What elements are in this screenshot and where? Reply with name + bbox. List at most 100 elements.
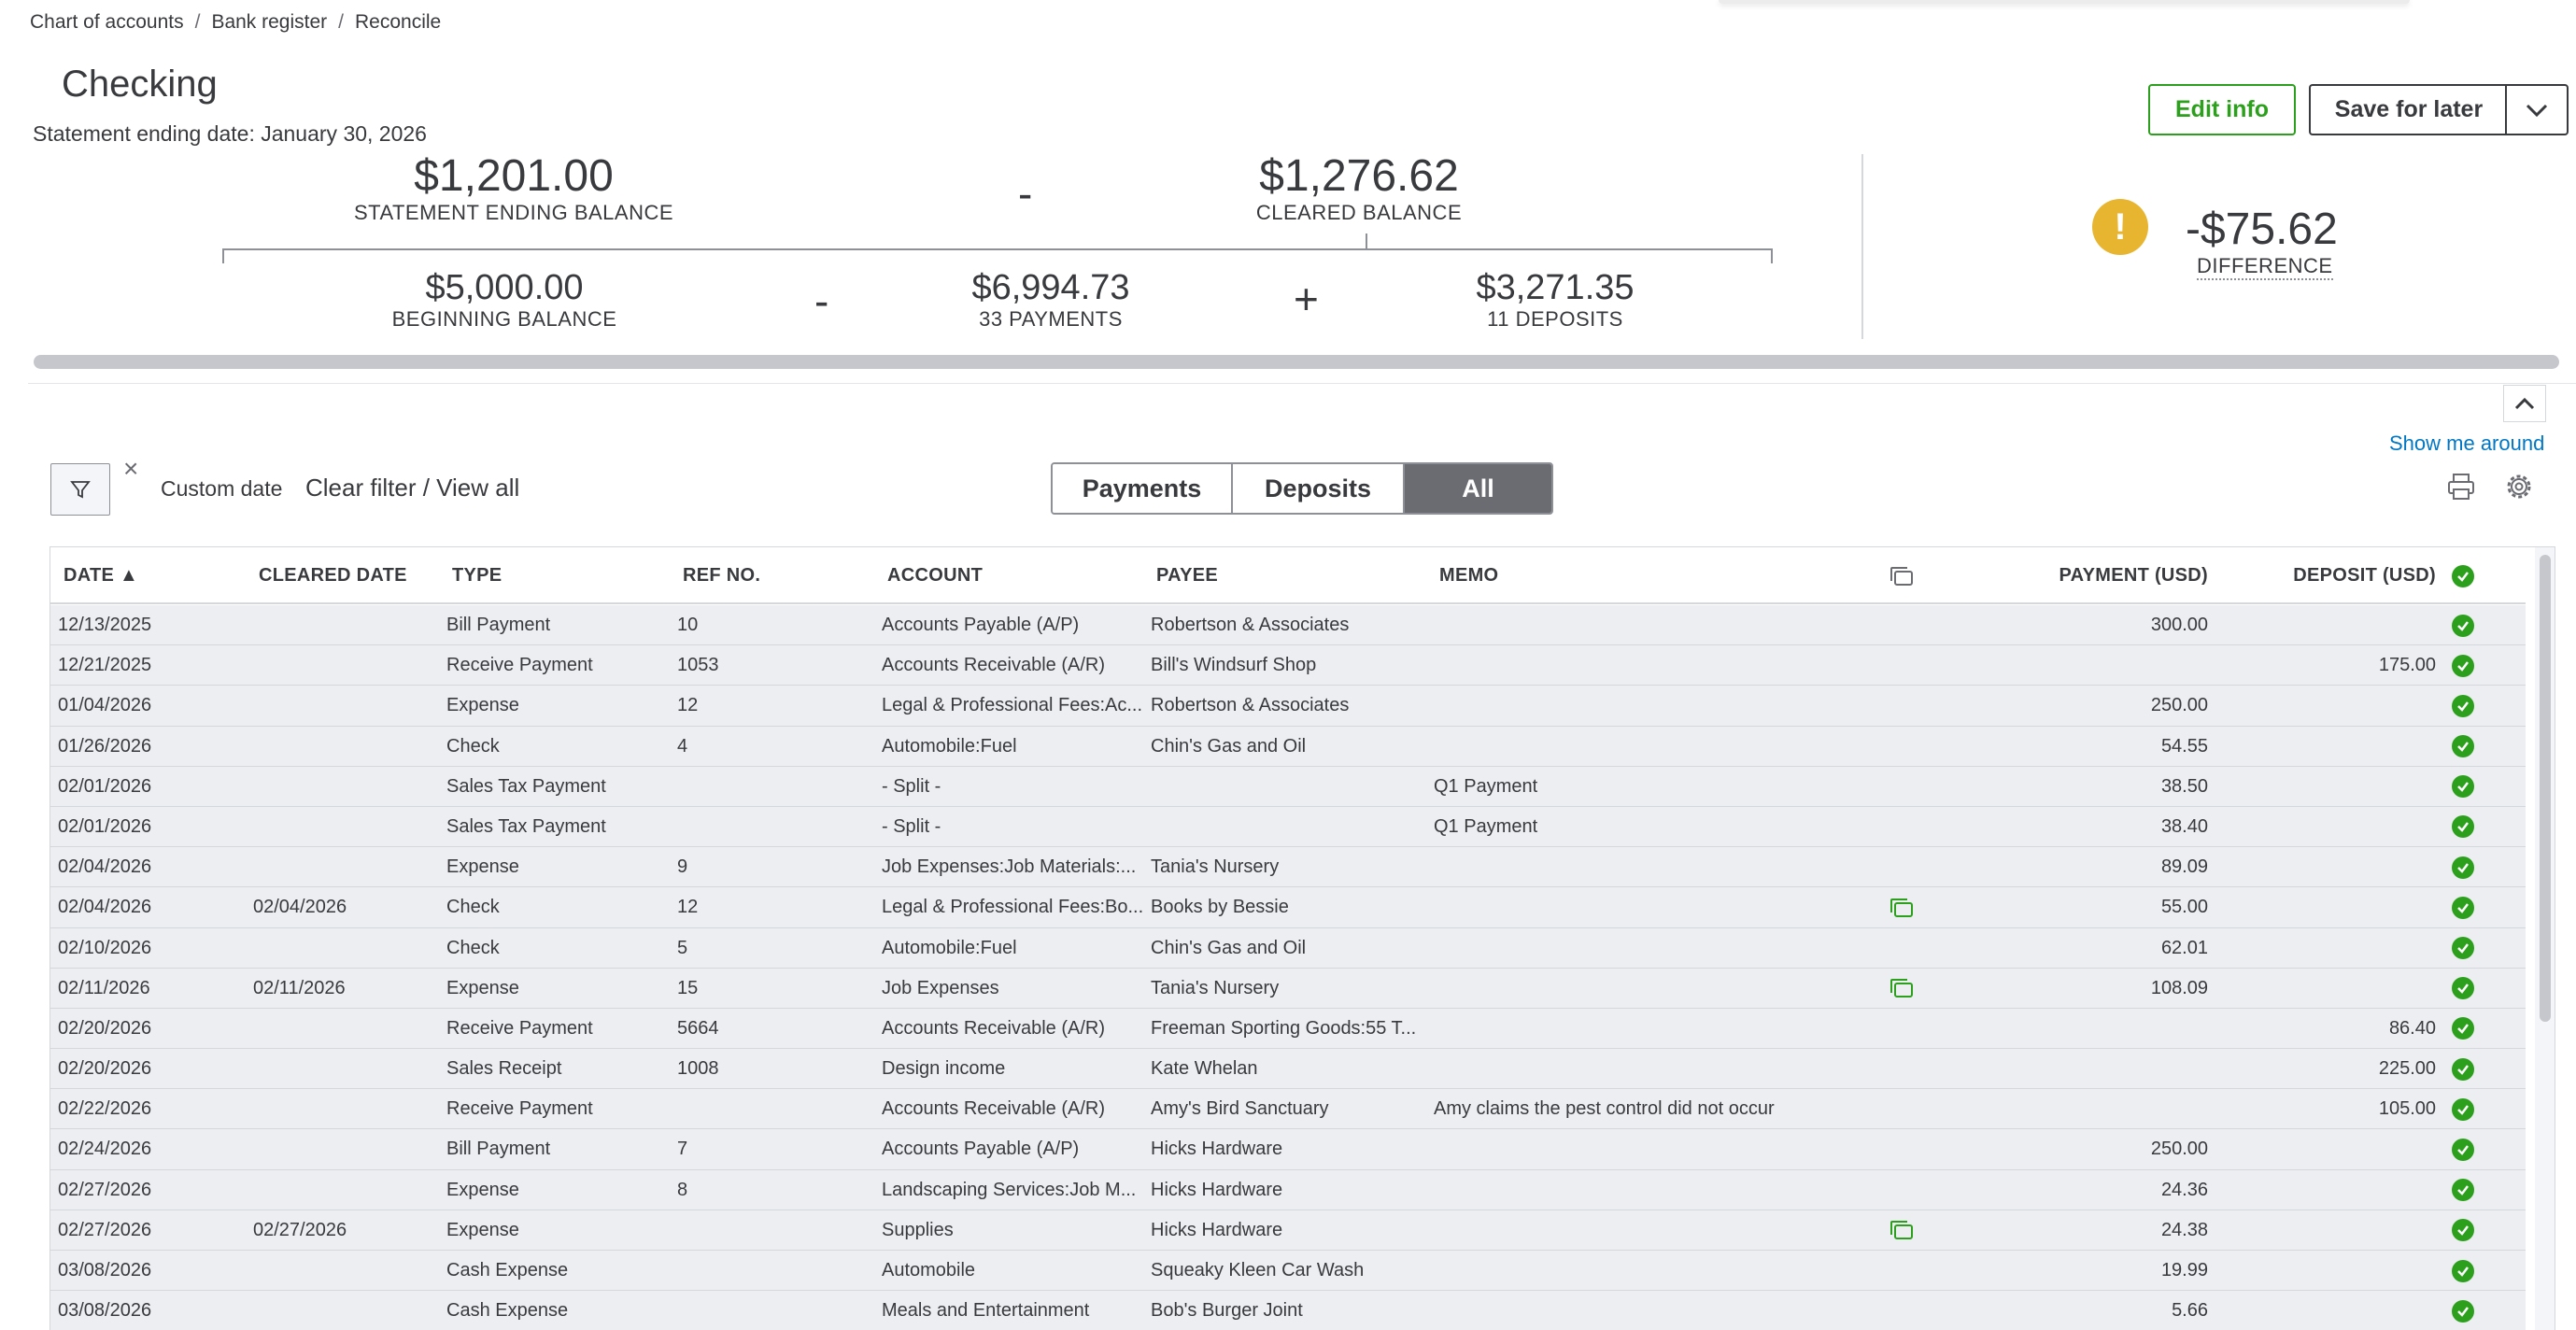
table-row[interactable]: 01/26/2026 Check 4 Automobile:Fuel Chin's Ga… bbox=[50, 726, 2526, 767]
check-circle-icon[interactable] bbox=[2452, 1259, 2474, 1282]
breadcrumb-reconcile: Reconcile bbox=[355, 11, 442, 33]
tab-payments[interactable]: Payments bbox=[1053, 464, 1233, 513]
check-circle-icon[interactable] bbox=[2452, 1057, 2474, 1081]
save-options-dropdown[interactable] bbox=[2505, 84, 2569, 135]
cell-date: 02/10/2026 bbox=[58, 937, 152, 958]
filter-button[interactable] bbox=[50, 463, 110, 516]
cell-cleared-toggle[interactable] bbox=[2452, 1009, 2480, 1049]
cell-cleared-toggle[interactable] bbox=[2452, 767, 2480, 807]
difference-label[interactable]: DIFFERENCE bbox=[2197, 254, 2333, 280]
column-header-deposit[interactable]: DEPOSIT (USD) bbox=[2293, 565, 2436, 586]
table-row[interactable]: 03/08/2026 Cash Expense Meals and Entertai… bbox=[50, 1291, 2526, 1330]
breadcrumb-bank-register[interactable]: Bank register bbox=[211, 11, 328, 33]
check-circle-icon[interactable] bbox=[2452, 735, 2474, 758]
cell-attachment[interactable] bbox=[1889, 969, 1926, 1009]
table-row[interactable]: 03/08/2026 Cash Expense Automobile Squeaky … bbox=[50, 1251, 2526, 1292]
table-row[interactable]: 12/21/2025 Receive Payment 1053 Accounts Re… bbox=[50, 645, 2526, 686]
column-header-cleared-status[interactable] bbox=[2452, 547, 2474, 604]
table-row[interactable]: 02/27/2026 02/27/2026 Expense Supplies Hicks… bbox=[50, 1210, 2526, 1251]
table-row[interactable]: 02/04/2026 02/04/2026 Check 12 Legal & Profe… bbox=[50, 887, 2526, 928]
check-circle-icon[interactable] bbox=[2452, 1179, 2474, 1202]
check-circle-icon[interactable] bbox=[2452, 775, 2474, 799]
table-row[interactable]: 02/01/2026 Sales Tax Payment - Split - Q1 P… bbox=[50, 766, 2526, 807]
printer-icon[interactable] bbox=[2445, 471, 2477, 502]
cell-payee: Books by Bessie bbox=[1151, 897, 1289, 918]
check-circle-icon[interactable] bbox=[2452, 654, 2474, 677]
check-circle-icon[interactable] bbox=[2452, 1299, 2474, 1323]
table-row[interactable]: 02/20/2026 Sales Receipt 1008 Design income… bbox=[50, 1049, 2526, 1090]
show-me-around-link[interactable]: Show me around bbox=[2389, 432, 2545, 455]
check-circle-icon[interactable] bbox=[2452, 896, 2474, 919]
cell-deposit: 86.40 bbox=[2388, 1017, 2436, 1039]
table-row[interactable]: 02/22/2026 Receive Payment Accounts Receiv… bbox=[50, 1089, 2526, 1130]
plus-operator: + bbox=[1294, 275, 1319, 323]
cell-cleared-toggle[interactable] bbox=[2452, 1210, 2480, 1251]
cleared-balance: $1,276.62 CLEARED BALANCE bbox=[1205, 152, 1513, 225]
column-header-payee[interactable]: PAYEE bbox=[1156, 565, 1218, 586]
chevron-up-icon bbox=[2514, 397, 2535, 410]
gear-icon[interactable] bbox=[2503, 471, 2535, 502]
check-circle-icon[interactable] bbox=[2452, 1097, 2474, 1121]
table-row[interactable]: 02/27/2026 Expense 8 Landscaping Services:J… bbox=[50, 1169, 2526, 1210]
check-circle-icon[interactable] bbox=[2452, 815, 2474, 839]
vertical-scrollbar-thumb[interactable] bbox=[2540, 555, 2551, 1022]
tab-deposits[interactable]: Deposits bbox=[1233, 464, 1405, 513]
cell-cleared-toggle[interactable] bbox=[2452, 847, 2480, 887]
cell-cleared-toggle[interactable] bbox=[2452, 1129, 2480, 1169]
check-circle-icon[interactable] bbox=[2452, 856, 2474, 879]
column-header-payment[interactable]: PAYMENT (USD) bbox=[2059, 565, 2208, 586]
cell-cleared-toggle[interactable] bbox=[2452, 887, 2480, 927]
cell-cleared-toggle[interactable] bbox=[2452, 686, 2480, 726]
save-for-later-button[interactable]: Save for later bbox=[2309, 84, 2507, 135]
table-row[interactable]: 02/01/2026 Sales Tax Payment - Split - Q1 P… bbox=[50, 806, 2526, 848]
horizontal-scrollbar[interactable] bbox=[34, 355, 2559, 369]
cell-cleared-toggle[interactable] bbox=[2452, 605, 2480, 645]
clear-filter-link[interactable]: Clear filter / View all bbox=[305, 474, 520, 502]
cell-cleared-toggle[interactable] bbox=[2452, 1089, 2480, 1129]
check-circle-icon[interactable] bbox=[2452, 1138, 2474, 1161]
check-circle-icon[interactable] bbox=[2452, 1017, 2474, 1040]
column-header-date[interactable]: DATE ▲ bbox=[64, 565, 139, 586]
cleared-balance-amount: $1,276.62 bbox=[1259, 151, 1459, 201]
table-row[interactable]: 12/13/2025 Bill Payment 10 Accounts Payable… bbox=[50, 605, 2526, 646]
cell-cleared-toggle[interactable] bbox=[2452, 1049, 2480, 1089]
warning-icon: ! bbox=[2092, 199, 2148, 255]
table-row[interactable]: 01/04/2026 Expense 12 Legal & Professional … bbox=[50, 686, 2526, 727]
check-circle-icon[interactable] bbox=[2452, 694, 2474, 717]
check-circle-icon[interactable] bbox=[2452, 1219, 2474, 1242]
breadcrumb-chart-of-accounts[interactable]: Chart of accounts bbox=[30, 11, 184, 33]
check-circle-icon[interactable] bbox=[2452, 614, 2474, 637]
cell-type: Check bbox=[446, 735, 500, 757]
column-header-type[interactable]: TYPE bbox=[452, 565, 502, 586]
attachment-icon[interactable] bbox=[1889, 897, 1915, 919]
tab-all[interactable]: All bbox=[1405, 464, 1551, 513]
cell-cleared-toggle[interactable] bbox=[2452, 645, 2480, 686]
cell-cleared-toggle[interactable] bbox=[2452, 969, 2480, 1009]
column-header-account[interactable]: ACCOUNT bbox=[887, 565, 984, 586]
check-circle-icon[interactable] bbox=[2452, 977, 2474, 1000]
collapse-summary-button[interactable] bbox=[2503, 385, 2546, 422]
attachment-icon[interactable] bbox=[1889, 977, 1915, 999]
cell-cleared-toggle[interactable] bbox=[2452, 1170, 2480, 1210]
attachment-icon[interactable] bbox=[1889, 1219, 1915, 1241]
cell-cleared-date bbox=[253, 767, 440, 807]
cell-attachment[interactable] bbox=[1889, 887, 1926, 927]
cell-cleared-toggle[interactable] bbox=[2452, 1251, 2480, 1291]
cell-payee: Robertson & Associates bbox=[1151, 695, 1350, 716]
cell-cleared-toggle[interactable] bbox=[2452, 807, 2480, 847]
table-row[interactable]: 02/11/2026 02/11/2026 Expense 15 Job Expense… bbox=[50, 968, 2526, 1009]
column-header-ref-no[interactable]: REF NO. bbox=[683, 565, 761, 586]
column-header-memo[interactable]: MEMO bbox=[1439, 565, 1499, 586]
table-row[interactable]: 02/20/2026 Receive Payment 5664 Accounts Re… bbox=[50, 1008, 2526, 1050]
clear-date-filter-icon[interactable]: × bbox=[123, 454, 139, 483]
cell-cleared-toggle[interactable] bbox=[2452, 727, 2480, 767]
edit-info-button[interactable]: Edit info bbox=[2148, 84, 2296, 135]
check-circle-icon[interactable] bbox=[2452, 937, 2474, 959]
column-header-cleared-date[interactable]: CLEARED DATE bbox=[259, 565, 407, 586]
table-row[interactable]: 02/04/2026 Expense 9 Job Expenses:Job Mater… bbox=[50, 847, 2526, 888]
cell-cleared-toggle[interactable] bbox=[2452, 1291, 2480, 1330]
table-row[interactable]: 02/24/2026 Bill Payment 7 Accounts Payable … bbox=[50, 1129, 2526, 1170]
cell-attachment[interactable] bbox=[1889, 1210, 1926, 1251]
table-row[interactable]: 02/10/2026 Check 5 Automobile:Fuel Chin's Ga… bbox=[50, 927, 2526, 969]
cell-cleared-toggle[interactable] bbox=[2452, 928, 2480, 969]
